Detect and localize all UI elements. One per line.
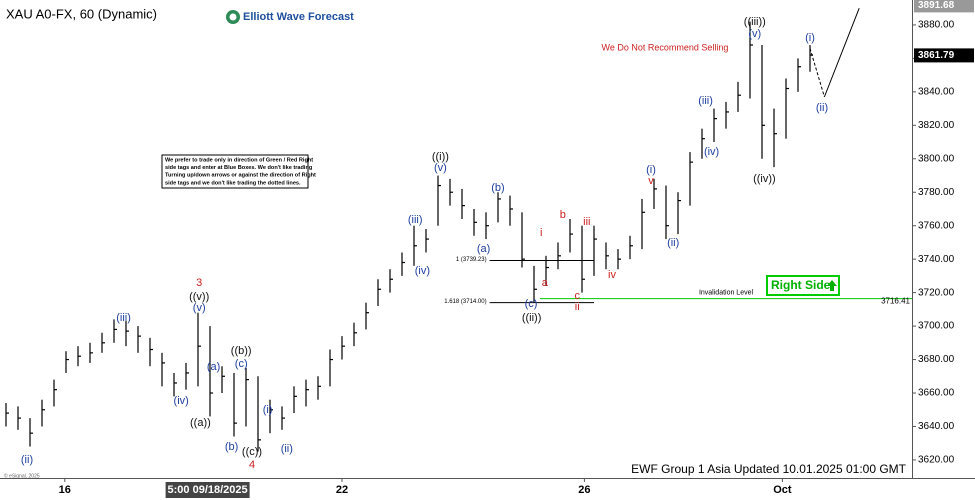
wave-label: ((i)) — [432, 151, 449, 163]
y-tick-label: 3880.00 — [918, 20, 955, 31]
wave-label: a — [542, 277, 549, 289]
wave-label: v — [648, 175, 654, 187]
right-side-tag: Right Side — [766, 275, 840, 296]
price-box — [914, 48, 974, 63]
right-side-frame — [766, 275, 840, 296]
warning: We Do Not Recommend Selling — [602, 42, 729, 52]
wave-label: (iii) — [698, 95, 713, 107]
wave-label: c — [574, 290, 580, 302]
wave-label: (a) — [477, 243, 490, 255]
wave-label: (iv) — [174, 395, 189, 407]
wave-label: (b) — [491, 182, 504, 194]
price-label: 3861.79 — [918, 50, 955, 61]
logo-text: Elliott Wave Forecast — [243, 11, 354, 23]
wave-label: (iii) — [408, 214, 423, 226]
y-tick-label: 3640.00 — [918, 421, 955, 432]
wave-label: (iv) — [704, 146, 719, 158]
note-line: We prefer to trade only in direction of … — [165, 157, 313, 163]
wave-label: (c) — [525, 298, 538, 310]
note-line: side tags and enter at Blue Boxes. We do… — [165, 165, 313, 171]
wave-label: (ii) — [816, 102, 828, 114]
wave-label: (i) — [805, 32, 815, 44]
x-tick-label: Oct — [773, 484, 792, 496]
wave-label: 4 — [249, 459, 255, 471]
y-tick-label: 3700.00 — [918, 321, 955, 332]
wave-label: (v) — [748, 28, 761, 40]
projection-solid — [823, 8, 860, 98]
note-box: We prefer to trade only in direction of … — [161, 154, 316, 189]
logo: Elliott Wave Forecast — [226, 10, 354, 24]
price-label: 3891.68 — [918, 0, 955, 11]
y-tick-label: 3740.00 — [918, 254, 955, 265]
chart-title: XAU A0-FX, 60 (Dynamic) — [6, 6, 157, 21]
logo-icon-inner — [229, 13, 237, 21]
invalidation-value: 3716.41 — [881, 297, 910, 306]
wave-label: (ii) — [281, 443, 293, 455]
wave-label: ((iv)) — [753, 173, 776, 185]
y-tick-label: 3680.00 — [918, 354, 955, 365]
y-tick-label: 3760.00 — [918, 220, 955, 231]
wave-label: (v) — [434, 162, 447, 174]
cursor-label-box — [165, 482, 250, 498]
wave-label: (a) — [207, 361, 220, 373]
wave-label: (ii) — [667, 237, 679, 249]
y-tick-label: 3720.00 — [918, 287, 955, 298]
wave-label: i — [540, 227, 542, 239]
wave-label: 3 — [196, 277, 202, 289]
wave-label: (iii) — [116, 312, 131, 324]
wave-label: ((c)) — [242, 446, 262, 458]
wave-label: (iv) — [415, 265, 430, 277]
fib-label: 1 (3739.23) — [456, 257, 487, 263]
cursor-label: 5:00 09/18/2025 — [168, 484, 248, 496]
wave-label: (c) — [235, 358, 248, 370]
note-line: side tags and we don't like trading the … — [165, 180, 301, 186]
wave-label: ((a)) — [190, 417, 211, 429]
wave-label: ((iii)) — [744, 16, 766, 28]
wave-label: b — [560, 209, 566, 221]
y-tick-label: 3840.00 — [918, 86, 955, 97]
wave-label: (i) — [646, 164, 656, 176]
wave-label: (i) — [263, 404, 273, 416]
note-frame — [161, 154, 309, 189]
wave-label: ((b)) — [231, 345, 252, 357]
footer: EWF Group 1 Asia Updated 10.01.2025 01:0… — [631, 462, 906, 476]
fib-label: 1.618 (3714.00) — [444, 299, 486, 305]
y-tick-label: 3780.00 — [918, 187, 955, 198]
wave-label: (ii) — [21, 454, 33, 466]
y-tick-label: 3800.00 — [918, 153, 955, 164]
y-tick-label: 3620.00 — [918, 455, 955, 466]
x-tick-label: 26 — [578, 484, 590, 496]
y-tick-label: 3660.00 — [918, 388, 955, 399]
right-side-arrow — [827, 280, 837, 291]
right-side-text: Right Side — [771, 278, 831, 292]
copyright: © eSignal, 2025 — [4, 472, 40, 479]
y-tick-label: 3820.00 — [918, 120, 955, 131]
wave-label: iii — [583, 216, 590, 228]
wave-label: ((ii)) — [522, 312, 542, 324]
price-box — [914, 0, 974, 13]
projection-dashed — [809, 48, 825, 98]
wave-label: (v) — [193, 302, 206, 314]
wave-label: ((v)) — [189, 291, 209, 303]
invalidation-label: Invalidation Level — [699, 289, 754, 296]
x-tick-label: 16 — [59, 484, 71, 496]
note-line: Turning up/down arrows or against the di… — [165, 173, 316, 179]
wave-label: ii — [575, 301, 580, 313]
wave-label: (b) — [225, 441, 238, 453]
x-tick-label: 22 — [336, 484, 348, 496]
wave-label: iv — [608, 269, 616, 281]
